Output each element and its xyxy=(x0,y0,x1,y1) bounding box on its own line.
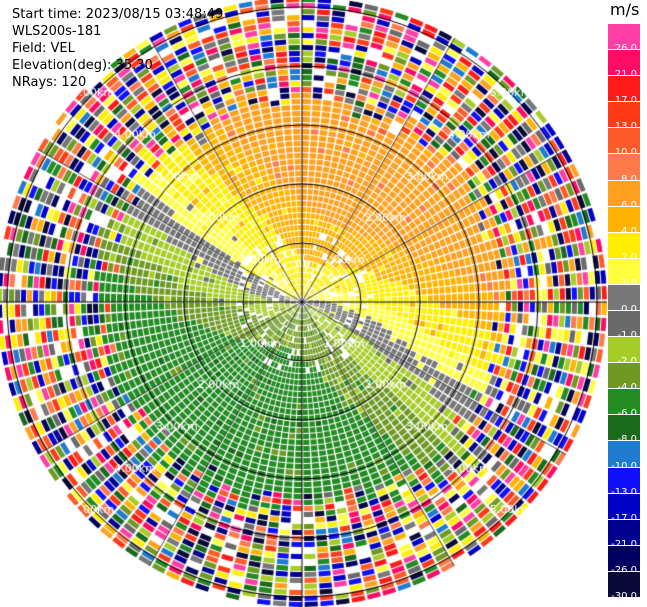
colorbar-level: 6.0 xyxy=(608,180,640,211)
scan-info: Start time: 2023/08/15 03:48:49 WLS200s-… xyxy=(12,6,223,91)
start-time-label: Start time: 2023/08/15 03:48:49 xyxy=(12,7,224,22)
colorbar-level: 26.0 xyxy=(608,24,640,54)
colorbar-tick-label: -13.0 xyxy=(611,486,637,498)
colorbar-level: -8.0 xyxy=(608,415,640,445)
colorbar-tick-label: 21.0 xyxy=(614,69,637,81)
colorbar-level: 1.0 xyxy=(608,258,640,289)
colorbar-tick-label: -17.0 xyxy=(611,512,637,524)
colorbar-level: -30.0 xyxy=(608,571,640,602)
colorbar-tick-label: -26.0 xyxy=(611,564,637,576)
colorbar-level: 8.0 xyxy=(608,154,640,185)
colorbar-level: -21.0 xyxy=(608,519,640,550)
colorbar-tick-label: 2.0 xyxy=(621,251,637,263)
colorbar-level: -17.0 xyxy=(608,493,640,524)
colorbar-level: 0.0 xyxy=(608,284,640,315)
colorbar-level: -2.0 xyxy=(608,337,640,367)
colorbar-level: 17.0 xyxy=(608,76,640,106)
colorbar-level: 21.0 xyxy=(608,50,640,80)
colorbar-level: 10.0 xyxy=(608,128,640,158)
colorbar-level: -13.0 xyxy=(608,467,640,498)
field-label: Field: VEL xyxy=(12,41,75,56)
colorbar-unit: m/s xyxy=(610,0,640,19)
colorbar-level: -6.0 xyxy=(608,389,640,419)
colorbar-tick-label: -1.0 xyxy=(617,330,637,342)
colorbar-tick-label: 6.0 xyxy=(621,199,637,211)
elevation-label: Elevation(deg): 35.30 xyxy=(12,58,153,73)
colorbar-tick-label: 1.0 xyxy=(621,277,637,289)
colorbar-tick-label: 13.0 xyxy=(614,121,637,133)
colorbar-level: 2.0 xyxy=(608,232,640,263)
colorbar-tick-label: 26.0 xyxy=(614,43,637,55)
colorbar-tick-label: 17.0 xyxy=(614,95,637,107)
colorbar-level: -10.0 xyxy=(608,441,640,472)
colorbar-level: 4.0 xyxy=(608,206,640,237)
colorbar-level: -4.0 xyxy=(608,363,640,393)
instrument-label: WLS200s-181 xyxy=(12,24,102,39)
colorbar-tick-label: -10.0 xyxy=(611,460,637,472)
colorbar-tick-label: 8.0 xyxy=(621,173,637,185)
colorbar-tick-label: 4.0 xyxy=(621,225,637,237)
colorbar-tick-label: -8.0 xyxy=(617,434,637,446)
colorbar-level: -1.0 xyxy=(608,311,640,341)
colorbar-level: 13.0 xyxy=(608,102,640,132)
colorbar-tick-label: 0.0 xyxy=(621,303,637,315)
colorbar-tick-label: -30.0 xyxy=(611,590,637,602)
nrays-label: NRays: 120 xyxy=(12,75,87,90)
colorbar-level: -26.0 xyxy=(608,545,640,576)
colorbar-tick-label: -4.0 xyxy=(617,382,637,394)
colorbar-tick-label: -21.0 xyxy=(611,538,637,550)
colorbar-tick-label: -6.0 xyxy=(617,408,637,420)
colorbar-tick-label: 10.0 xyxy=(614,147,637,159)
colorbar-tick-label: -2.0 xyxy=(617,356,637,368)
